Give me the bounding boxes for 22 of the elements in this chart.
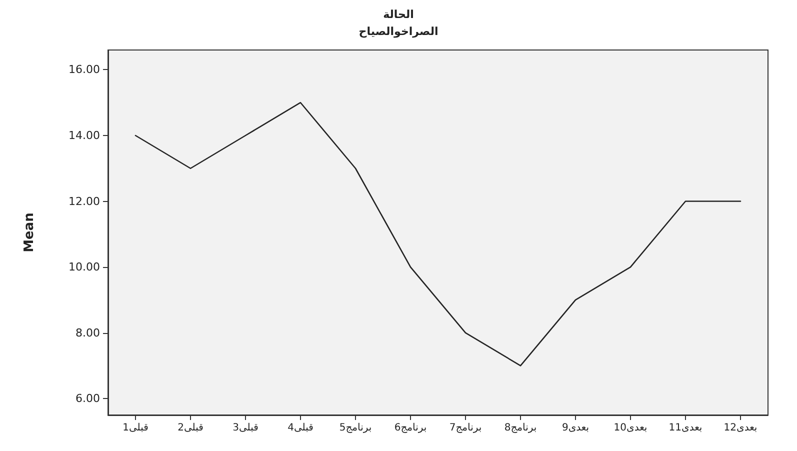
x-tick-label: بعدى11 [668,422,702,434]
x-tick-label: برنامج7 [449,422,482,434]
y-tick-label: 16.00 [68,63,100,76]
y-axis-title: Mean [22,212,37,252]
x-tick-label: برنامج8 [504,422,537,434]
y-tick-label: 8.00 [76,326,100,340]
y-tick-label: 6.00 [76,392,100,406]
line-series [134,102,742,366]
chart-subtitle: الصراخوالصياح [358,25,438,38]
x-tick-label: قبلى4 [288,422,314,434]
x-tick-label: برنامج5 [339,422,372,434]
x-tick-label: قبلى3 [232,422,259,434]
x-tick-label: قبلى1 [122,422,149,434]
x-tick-label: برنامج6 [394,422,427,434]
x-tick-label: بعدى10 [614,422,648,434]
y-tick-label: 12.00 [68,194,100,208]
y-tick-label: 14.00 [68,128,100,142]
x-tick-label: بعدى9 [562,422,590,434]
chart-title: الحالة [383,8,414,21]
y-tick-label: 10.00 [68,260,100,274]
x-tick-label: قبلى2 [178,422,204,434]
x-tick-label: بعدى12 [724,422,758,434]
